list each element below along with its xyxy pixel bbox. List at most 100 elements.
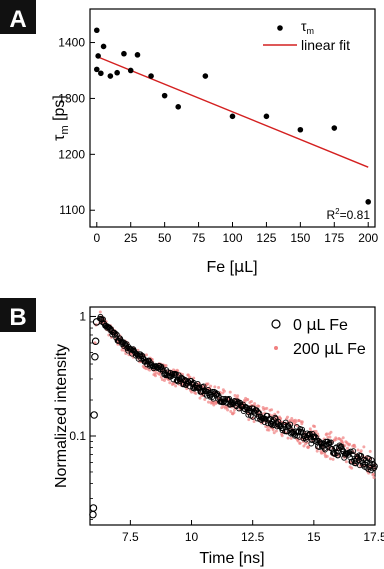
y-tick-label-0: 1100 xyxy=(59,203,85,217)
data-point-12 xyxy=(175,104,182,110)
data-point-14 xyxy=(229,113,236,120)
r-squared-annotation: R2=0.81 xyxy=(327,207,371,222)
data-point-11 xyxy=(161,92,168,99)
s2-point-498 xyxy=(362,445,366,449)
data-point-1 xyxy=(93,66,100,73)
s2-point-362 xyxy=(290,416,294,420)
panel-b-y-axis-label: Normalized intensity xyxy=(53,344,70,488)
s2-point-385 xyxy=(302,444,306,448)
s1-point-352 xyxy=(328,439,334,446)
s2-point-435 xyxy=(328,457,332,461)
s2-point-116 xyxy=(159,375,163,379)
s2-point-224 xyxy=(217,385,221,389)
s2-point-88 xyxy=(144,353,148,357)
s2-point-189 xyxy=(198,396,202,400)
s2-point-215 xyxy=(212,403,216,407)
fit-line xyxy=(96,55,369,168)
s2-point-315 xyxy=(265,406,269,410)
panel-a: A 0 25 50 75 100 125 150 175 200 1100 1200 1300 140… xyxy=(0,0,379,276)
s2-point-487 xyxy=(356,448,360,452)
s2-point-319 xyxy=(267,428,271,432)
x-tick-label-1: 25 xyxy=(124,231,138,245)
data-point-17 xyxy=(331,125,338,131)
s1-point-368 xyxy=(338,443,345,450)
s2-point-329 xyxy=(272,431,276,435)
s2-point-247 xyxy=(229,409,233,413)
s2-point-436 xyxy=(329,430,333,434)
data-point-4 xyxy=(100,43,107,50)
series-200ul-fe xyxy=(93,310,377,479)
s2-point-446 xyxy=(334,437,338,441)
s2-point-327 xyxy=(271,428,275,432)
s1-point-322 xyxy=(308,440,315,447)
y-tick-label-2: 1300 xyxy=(58,91,85,105)
s2-point-344 xyxy=(280,434,284,438)
s2-point-1 xyxy=(98,310,102,314)
s2-point-440 xyxy=(331,457,335,461)
s2-point-341 xyxy=(279,416,283,420)
s1-point-386 xyxy=(350,448,357,454)
s1-point-363 xyxy=(335,452,342,459)
data-point-10 xyxy=(148,73,154,79)
s2-point-253 xyxy=(232,411,236,415)
s1-point-419 xyxy=(372,463,378,470)
s2-point-291 xyxy=(252,420,256,424)
x-tick-label-0: 0 xyxy=(93,231,100,245)
series-0ul-fe xyxy=(89,313,378,519)
legend-fit-label: linear fit xyxy=(301,37,350,53)
s1-rise-point-1 xyxy=(89,504,98,512)
panel-b-plot-frame xyxy=(89,306,376,526)
panel-a-x-ticks: 0 25 50 75 100 125 150 175 200 xyxy=(93,222,379,245)
legend-200ul-label: 200 μL Fe xyxy=(293,339,366,358)
s1-point-243 xyxy=(256,410,263,417)
s1-point-385 xyxy=(349,451,356,458)
s1-point-134 xyxy=(184,378,191,384)
s2-point-465 xyxy=(344,460,348,464)
panel-b: B 7.5 10 12.5 15 17.5 0.11 Normalized intens… xyxy=(0,298,384,567)
s2-point-198 xyxy=(203,397,207,401)
panel-a-points xyxy=(93,27,372,205)
s2-point-333 xyxy=(274,429,278,433)
s2-point-324 xyxy=(270,408,274,412)
s1-rise-point-3 xyxy=(91,353,99,361)
s2-point-254 xyxy=(232,408,236,412)
s2-point-125 xyxy=(164,364,168,368)
s2-point-255 xyxy=(233,394,237,398)
s2-point-428 xyxy=(325,432,329,436)
data-point-7 xyxy=(121,50,127,57)
s2-point-493 xyxy=(359,449,363,453)
data-point-5 xyxy=(107,73,114,79)
s1-point-116 xyxy=(173,371,179,377)
s2-point-246 xyxy=(228,390,232,394)
s2-point-292 xyxy=(253,402,257,406)
b-x-tick-label-1: 10 xyxy=(185,530,199,544)
s2-point-140 xyxy=(172,382,176,386)
s2-point-235 xyxy=(222,389,226,393)
s2-point-405 xyxy=(313,425,317,429)
x-tick-label-5: 125 xyxy=(256,231,276,245)
s1-rise-point-0 xyxy=(89,510,97,519)
panel-b-label-box xyxy=(0,298,36,332)
s2-point-510 xyxy=(368,449,372,453)
s2-point-354 xyxy=(286,415,290,419)
s2-point-370 xyxy=(294,420,298,424)
s2-point-430 xyxy=(326,435,330,439)
s2-point-355 xyxy=(286,436,290,440)
s2-point-209 xyxy=(209,384,213,388)
s2-point-204 xyxy=(206,382,210,386)
panel-a-x-axis-label: Fe [μL] xyxy=(206,257,257,276)
legend-200ul-marker xyxy=(274,346,278,350)
s2-point-408 xyxy=(314,429,318,433)
data-point-2 xyxy=(95,53,101,59)
x-tick-label-7: 175 xyxy=(324,231,344,245)
x-tick-label-2: 50 xyxy=(158,231,172,245)
s2-point-217 xyxy=(213,385,217,389)
s2-point-481 xyxy=(353,445,357,449)
s2-point-170 xyxy=(188,375,192,379)
y-tick-label-1: 1200 xyxy=(58,147,85,161)
legend-points-marker xyxy=(277,25,283,31)
b-x-tick-label-0: 7.5 xyxy=(122,530,139,544)
s1-rise-point-2 xyxy=(90,411,98,419)
panel-a-legend: τm linear fit xyxy=(263,18,350,53)
s2-point-317 xyxy=(266,425,270,429)
